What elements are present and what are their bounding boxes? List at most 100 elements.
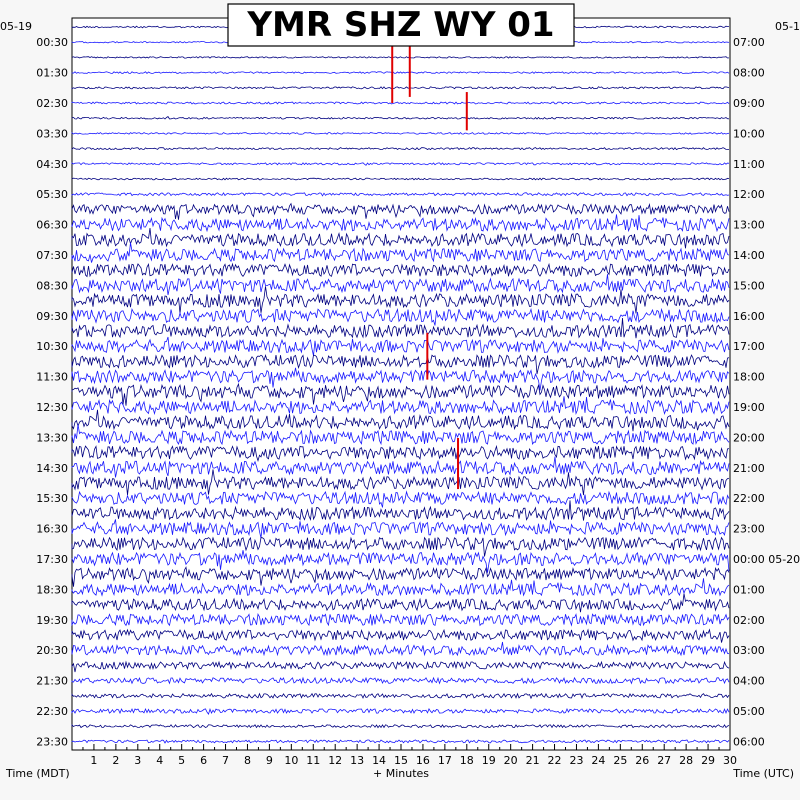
seismic-trace (71, 660, 730, 673)
date-right-label: 05-1 (775, 20, 800, 33)
y-label-left: 19:30 (36, 614, 68, 627)
seismic-trace (71, 519, 730, 539)
seismic-trace (71, 307, 730, 326)
x-tick-label: 11 (306, 754, 320, 767)
y-label-right: 00:00 05-20 (733, 553, 800, 566)
y-label-left: 01:30 (36, 67, 68, 80)
y-label-left: 10:30 (36, 340, 68, 353)
title-box (227, 3, 575, 47)
date-left-label: 05-19 (0, 20, 32, 33)
seismic-trace (71, 469, 730, 496)
seismic-trace (71, 723, 730, 729)
y-label-left: 23:30 (36, 735, 68, 748)
y-label-left: 11:30 (36, 371, 68, 384)
y-label-right: 08:00 (733, 67, 765, 80)
y-label-left: 13:30 (36, 431, 68, 444)
y-label-left: 16:30 (36, 523, 68, 536)
seismic-trace (71, 101, 730, 105)
y-label-right: 07:00 (733, 36, 765, 49)
y-label-right: 13:00 (733, 219, 765, 232)
x-tick-label: 9 (266, 754, 273, 767)
seismic-trace (71, 641, 730, 657)
y-label-right: 05:00 (733, 705, 765, 718)
x-tick-label: 22 (548, 754, 562, 767)
x-tick-label: 25 (613, 754, 627, 767)
y-label-left: 14:30 (36, 462, 68, 475)
x-tick-label: 14 (372, 754, 386, 767)
y-label-left: 06:30 (36, 219, 68, 232)
x-tick-label: 27 (657, 754, 671, 767)
seismic-trace (71, 214, 730, 233)
y-label-right: 22:00 (733, 492, 765, 505)
y-label-left: 02:30 (36, 97, 68, 110)
seismic-trace (71, 317, 730, 339)
x-tick-label: 23 (569, 754, 583, 767)
seismic-trace (71, 228, 730, 249)
seismic-trace (71, 707, 730, 715)
seismic-trace (71, 202, 730, 220)
seismic-trace (71, 692, 730, 700)
y-label-right: 21:00 (733, 462, 765, 475)
y-label-left: 07:30 (36, 249, 68, 262)
x-tick-label: 5 (178, 754, 185, 767)
y-label-left: 09:30 (36, 310, 68, 323)
seismic-trace (71, 242, 730, 263)
seismic-trace (71, 444, 730, 462)
seismic-trace (71, 116, 730, 120)
seismic-trace (71, 628, 730, 643)
y-label-right: 04:00 (733, 675, 765, 688)
x-tick-label: 2 (112, 754, 119, 767)
x-tick-label: 24 (591, 754, 605, 767)
seismic-trace (71, 739, 730, 744)
seismic-trace (71, 354, 730, 375)
x-tick-label: 4 (156, 754, 163, 767)
y-label-left: 20:30 (36, 644, 68, 657)
y-label-right: 02:00 (733, 614, 765, 627)
x-label-left: Time (MDT) (5, 767, 70, 780)
trace-group (71, 25, 730, 744)
x-label-right: Time (UTC) (732, 767, 794, 780)
x-tick-label: 3 (134, 754, 141, 767)
y-label-right: 18:00 (733, 371, 765, 384)
seismic-trace (71, 382, 730, 406)
seismic-trace (71, 566, 730, 587)
y-label-right: 16:00 (733, 310, 765, 323)
seismic-trace (71, 612, 730, 627)
x-tick-label: 10 (284, 754, 298, 767)
seismic-trace (71, 367, 730, 391)
seismic-trace (71, 424, 730, 446)
x-tick-label: 8 (244, 754, 251, 767)
x-tick-label: 26 (635, 754, 649, 767)
seismic-trace (71, 336, 730, 356)
y-label-right: 03:00 (733, 644, 765, 657)
y-label-left: 22:30 (36, 705, 68, 718)
y-label-right: 06:00 (733, 735, 765, 748)
y-label-left: 05:30 (36, 188, 68, 201)
seismic-trace (71, 192, 730, 197)
event-group (391, 39, 468, 490)
x-tick-label: 28 (679, 754, 693, 767)
x-tick-label: 17 (438, 754, 452, 767)
y-label-right: 17:00 (733, 340, 765, 353)
seismic-trace (71, 56, 730, 59)
y-label-left: 03:30 (36, 127, 68, 140)
y-label-right: 01:00 (733, 583, 765, 596)
x-tick-label: 21 (526, 754, 540, 767)
y-label-left: 15:30 (36, 492, 68, 505)
x-tick-label: 6 (200, 754, 207, 767)
x-tick-label: 19 (482, 754, 496, 767)
x-tick-label: 7 (222, 754, 229, 767)
y-axis-left-labels: 00:30 01:30 02:30 03:30 04:30 05:30 06:30 07:30… (36, 36, 68, 748)
x-tick-label: 29 (701, 754, 715, 767)
seismic-trace (71, 396, 730, 416)
seismic-trace (71, 177, 730, 181)
y-label-right: 20:00 (733, 431, 765, 444)
y-label-left: 08:30 (36, 279, 68, 292)
y-label-left: 21:30 (36, 675, 68, 688)
y-label-left: 12:30 (36, 401, 68, 414)
y-label-right: 15:00 (733, 279, 765, 292)
chart-title: YMR SHZ WY 01 (246, 5, 554, 45)
x-tick-label: 12 (328, 754, 342, 767)
x-tick-label: 13 (350, 754, 364, 767)
